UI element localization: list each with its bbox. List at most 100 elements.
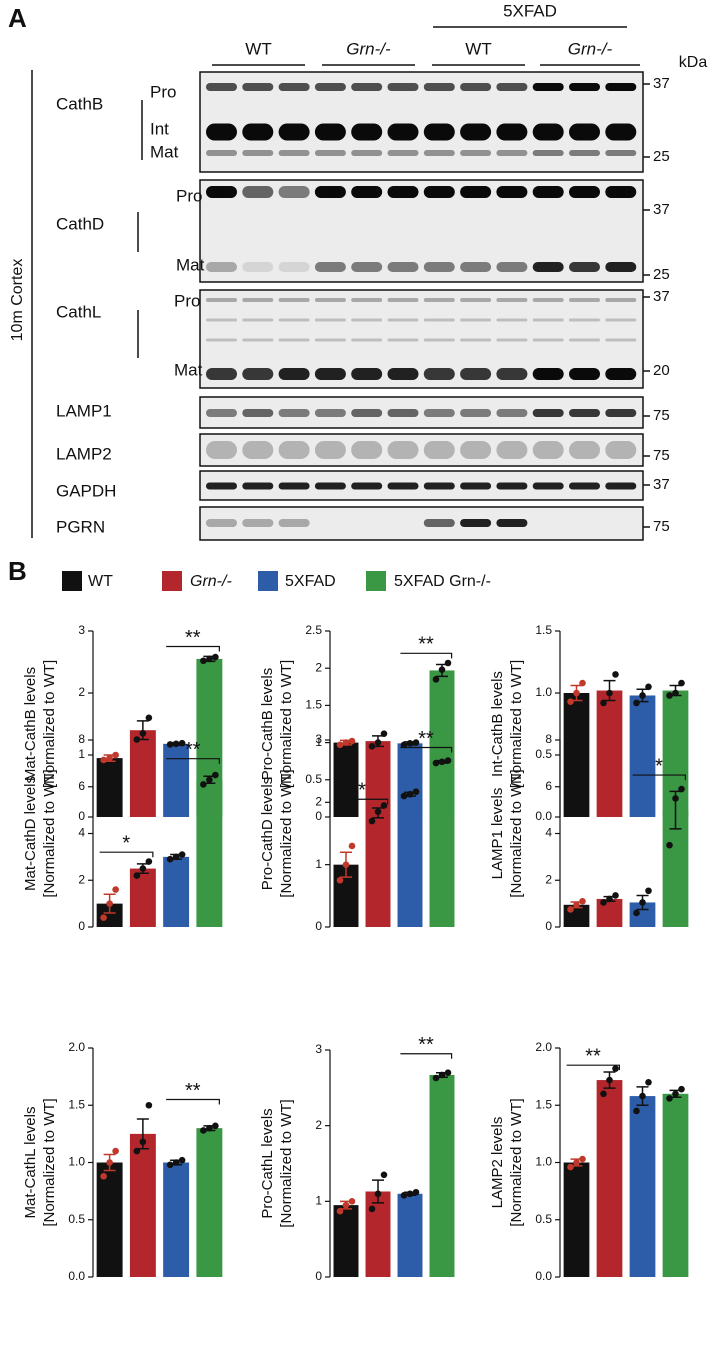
data-point [678,785,685,793]
data-point [368,817,376,825]
data-point [112,1147,119,1155]
band [532,409,564,417]
y-tick-label: 0 [78,919,85,933]
y-tick-label: 1 [315,857,322,871]
bar [365,1191,391,1277]
data-point [178,1156,186,1164]
band [605,368,637,380]
bar [563,1162,590,1277]
blot-frame [199,289,644,389]
band [351,441,383,459]
data-point [406,1190,414,1198]
band [314,409,346,417]
band [496,150,528,156]
blot-name: PGRN [56,517,105,536]
band [351,150,383,156]
y-tick-label: 8 [545,732,552,746]
band [423,368,455,380]
band [206,318,237,322]
data-point [380,802,388,809]
bar [397,1193,423,1277]
region-label: 10m Cortex [9,259,26,342]
significance-bracket [400,652,453,659]
band [351,318,383,322]
band [351,409,383,417]
kda-marker: 20 [653,362,670,379]
y-tick-label: 1.0 [535,1155,552,1169]
y-axis-label: Pro-CathB levels [259,668,276,781]
form-label: Pro [174,291,200,310]
band [605,409,637,417]
data-point [200,781,207,788]
data-point [336,1207,344,1215]
bar [596,690,623,817]
panel-label: B [8,556,27,586]
band [532,441,564,459]
band [206,83,237,91]
data-point [166,855,174,863]
band [387,318,419,322]
data-point [444,1069,452,1076]
band [605,150,637,156]
y-tick-label: 2.0 [535,1040,552,1054]
y-axis-label: Pro-CathD levels [259,777,276,890]
band [496,298,528,302]
band [532,83,564,91]
data-point [633,699,640,707]
bar [96,903,123,927]
bar [397,794,423,927]
band [460,298,492,302]
y-tick-label: 1.0 [535,685,552,699]
band [351,368,383,380]
legend-swatch [162,571,182,591]
legend-swatch [258,571,278,591]
band [278,298,310,302]
y-tick-label: 1.5 [305,698,322,712]
significance-bracket [566,1064,620,1071]
band [460,338,492,342]
data-point [206,776,213,784]
y-tick-label: 0.0 [535,809,552,823]
band [314,368,346,380]
data-point [374,808,382,815]
bar [196,1128,223,1277]
band [569,186,600,198]
legend-label: 5XFAD [285,573,336,590]
y-tick-label: 8 [78,732,85,746]
data-point [612,671,619,678]
band [206,186,237,198]
y-tick-label: 2 [78,685,85,699]
data-point [666,841,673,849]
data-point [348,1198,356,1205]
genotype-label: WT [465,39,491,58]
kda-marker: 37 [653,75,670,92]
band [351,298,383,302]
significance-label: ** [418,728,434,750]
data-point [639,1092,646,1100]
significance-bracket [166,758,220,764]
band [496,368,528,380]
bar [596,1080,623,1277]
data-point [336,876,344,884]
band [206,150,237,156]
data-point [166,1161,174,1169]
data-point [666,692,673,699]
data-point [100,1172,107,1180]
band [423,338,455,342]
y-tick-label: 1.5 [535,1097,552,1111]
band [605,318,637,322]
bar [333,1205,359,1277]
band [206,409,237,417]
data-point [444,659,452,667]
form-label: Pro [176,186,202,205]
band [460,186,492,198]
data-point [139,730,147,737]
data-point [145,714,153,722]
bar [129,1133,156,1277]
band [278,123,310,141]
band [242,368,274,380]
band [242,519,274,527]
kda-marker: 37 [653,288,670,305]
bar [662,1093,689,1277]
